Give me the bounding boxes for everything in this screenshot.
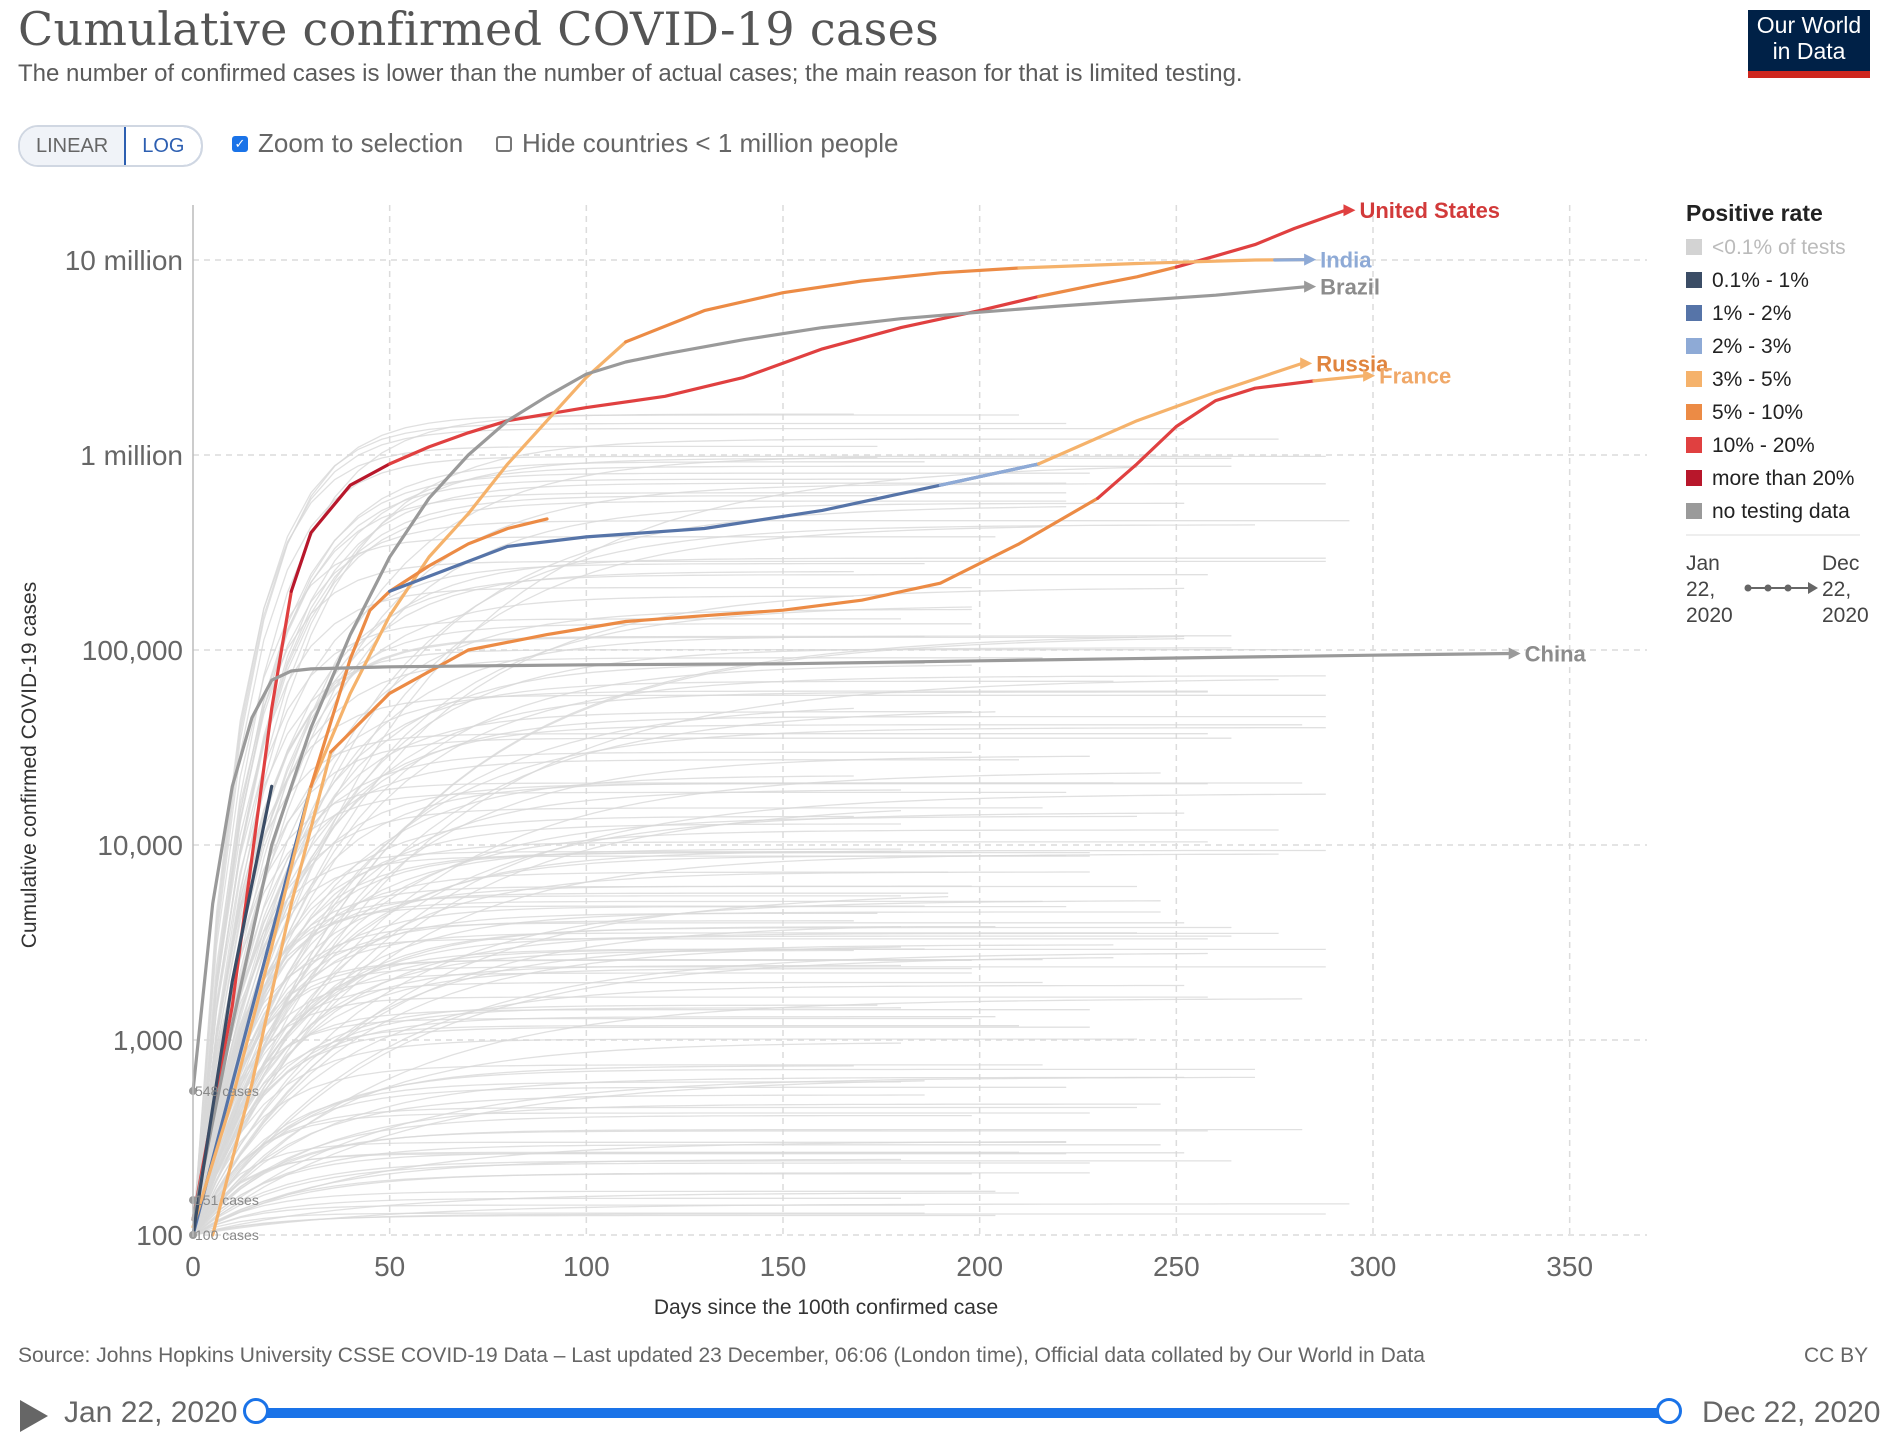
- start-annotation: 151 cases: [195, 1192, 259, 1208]
- license-label[interactable]: CC BY: [1804, 1344, 1868, 1368]
- legend-item-label: 1% - 2%: [1712, 302, 1791, 325]
- legend-swatch: [1686, 437, 1702, 453]
- legend-title: Positive rate: [1686, 200, 1823, 226]
- legend-swatch: [1686, 272, 1702, 288]
- series-line: [193, 287, 1306, 1220]
- chart-area: United StatesIndiaBrazilRussiaFranceChin…: [0, 0, 1888, 1320]
- background-country-line: [193, 1153, 1184, 1235]
- background-country-line: [193, 1145, 1161, 1235]
- series-line: [1019, 260, 1306, 268]
- x-tick-label: 50: [374, 1251, 405, 1282]
- timeline-end-handle[interactable]: [1656, 1398, 1682, 1424]
- background-country-line: [193, 1214, 1326, 1235]
- timeline-track[interactable]: [257, 1408, 1670, 1418]
- x-axis-label: Days since the 100th confirmed case: [654, 1296, 998, 1319]
- x-tick-label: 100: [563, 1251, 610, 1282]
- legend-item-label: 5% - 10%: [1712, 401, 1803, 424]
- series-end-arrow: [1343, 204, 1355, 216]
- legend-swatch: [1686, 305, 1702, 321]
- y-tick-label: 10 million: [65, 245, 183, 276]
- legend-item-label: no testing data: [1712, 500, 1850, 523]
- legend-range-arrow: [1808, 582, 1818, 594]
- start-annotation: 100 cases: [195, 1227, 259, 1243]
- x-tick-label: 150: [760, 1251, 807, 1282]
- background-country-line: [193, 1142, 1066, 1235]
- background-country-line: [193, 854, 1279, 1235]
- x-tick-label: 0: [185, 1251, 201, 1282]
- series-end-arrow: [1300, 357, 1312, 369]
- legend-item-label: 10% - 20%: [1712, 434, 1815, 457]
- y-tick-label: 100: [136, 1220, 183, 1251]
- legend-swatch: [1686, 239, 1702, 255]
- background-country-line: [193, 1216, 995, 1236]
- legend-swatch: [1686, 404, 1702, 420]
- background-country-line: [193, 954, 1208, 1236]
- background-country-line: [193, 483, 1066, 1235]
- x-tick-label: 300: [1350, 1251, 1397, 1282]
- y-tick-label: 100,000: [82, 635, 183, 666]
- timeline-start-handle[interactable]: [243, 1398, 269, 1424]
- series-line: [1039, 363, 1303, 464]
- legend-range-end: Dec: [1822, 552, 1859, 575]
- y-tick-label: 1,000: [113, 1025, 183, 1056]
- legend-item-label: 2% - 3%: [1712, 335, 1791, 358]
- y-tick-label: 10,000: [97, 830, 183, 861]
- source-note: Source: Johns Hopkins University CSSE CO…: [18, 1344, 1425, 1368]
- series-line: [626, 268, 1019, 342]
- legend-range-start: 2020: [1686, 604, 1733, 627]
- series-label: India: [1320, 248, 1372, 273]
- series-line: [1039, 267, 1177, 296]
- x-tick-label: 200: [956, 1251, 1003, 1282]
- legend-range-dot: [1745, 585, 1752, 592]
- series-label: United States: [1359, 198, 1500, 223]
- series-line: [1314, 376, 1365, 381]
- legend-swatch: [1686, 371, 1702, 387]
- legend-swatch: [1686, 338, 1702, 354]
- series-label: Brazil: [1320, 275, 1380, 300]
- timeline-control: Jan 22, 2020 Dec 22, 2020: [0, 1392, 1888, 1438]
- timeline-end-label: Dec 22, 2020: [1702, 1396, 1880, 1430]
- background-country-line: [193, 1213, 925, 1235]
- series-end-arrow: [1304, 281, 1316, 293]
- legend-item-label: <0.1% of tests: [1712, 236, 1846, 259]
- legend: Positive rate <0.1% of tests 0.1% - 1% 1% -…: [1686, 200, 1869, 627]
- background-country-line: [193, 415, 1019, 1235]
- series-label: China: [1525, 641, 1587, 666]
- legend-range-dot: [1765, 585, 1772, 592]
- x-tick-label: 250: [1153, 1251, 1200, 1282]
- y-axis-label: Cumulative confirmed COVID-19 cases: [18, 582, 41, 948]
- background-country-line: [193, 527, 1043, 1235]
- legend-item-label: 3% - 5%: [1712, 368, 1791, 391]
- series-end-arrow: [1304, 254, 1316, 266]
- legend-range-start: Jan: [1686, 552, 1720, 575]
- background-country-line: [193, 1198, 901, 1235]
- play-icon[interactable]: [20, 1400, 48, 1432]
- legend-item-label: 0.1% - 1%: [1712, 269, 1809, 292]
- series-label: France: [1379, 364, 1451, 389]
- legend-range-end: 22,: [1822, 578, 1851, 601]
- start-annotation: 548 cases: [195, 1083, 259, 1099]
- legend-swatch: [1686, 470, 1702, 486]
- legend-range-end: 2020: [1822, 604, 1869, 627]
- timeline-start-label: Jan 22, 2020: [64, 1396, 237, 1430]
- legend-range-start: 22,: [1686, 578, 1715, 601]
- y-tick-label: 1 million: [80, 440, 183, 471]
- legend-swatch: [1686, 503, 1702, 519]
- background-country-line: [193, 999, 1302, 1235]
- x-tick-label: 350: [1546, 1251, 1593, 1282]
- legend-item-label: more than 20%: [1712, 467, 1854, 490]
- legend-range-dot: [1785, 585, 1792, 592]
